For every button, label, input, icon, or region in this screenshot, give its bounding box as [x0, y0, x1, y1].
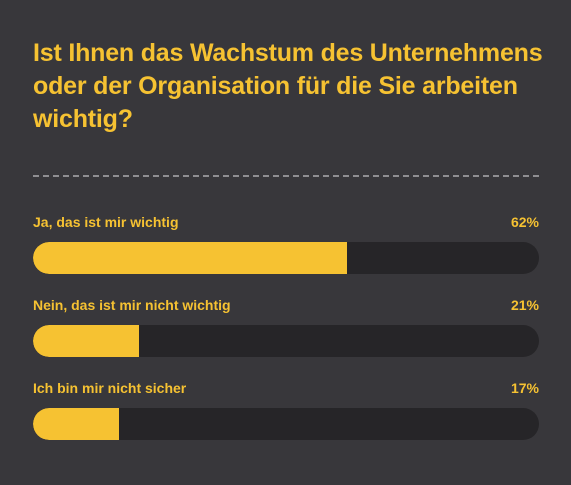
bar-fill-no [33, 325, 140, 357]
bar-value-label: 21% [510, 297, 539, 313]
bar-track [33, 242, 539, 274]
bar-row-no: Nein, das ist mir nicht wichtig 21% [33, 296, 539, 360]
bar-label: Ich bin mir nicht sicher [33, 380, 187, 396]
bar-track [33, 325, 539, 357]
bar-fill-yes [33, 242, 347, 274]
bar-value-label: 62% [510, 214, 539, 230]
bar-row-unsure: Ich bin mir nicht sicher 17% [33, 379, 539, 443]
bar-label: Ja, das ist mir wichtig [33, 214, 179, 230]
bar-fill-unsure [33, 408, 120, 440]
dashed-divider [33, 175, 539, 177]
bar-label: Nein, das ist mir nicht wichtig [33, 297, 231, 313]
bar-track [33, 408, 539, 440]
bar-row-yes: Ja, das ist mir wichtig 62% [33, 213, 539, 277]
chart-title: Ist Ihnen das Wachstum des Unternehmens … [33, 39, 543, 133]
bar-value-label: 17% [510, 380, 539, 396]
